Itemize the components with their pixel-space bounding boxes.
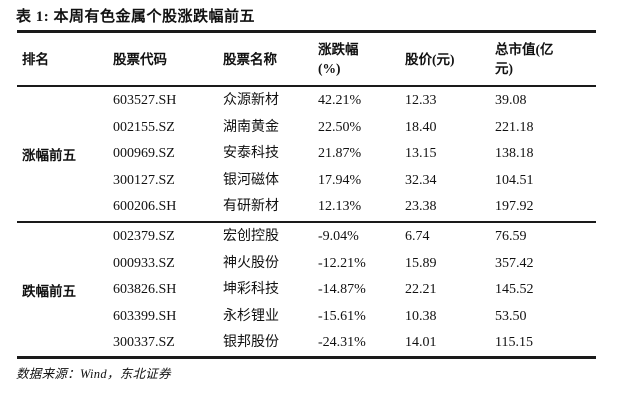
stock-code: 000933.SZ xyxy=(113,255,175,271)
stock-mcap: 145.52 xyxy=(495,282,534,298)
table-header-row: 排名 股票代码 股票名称 涨跌幅 (%) 股价(元) 总市值(亿 元) xyxy=(17,33,596,85)
data-source-note: 数据来源：Wind，东北证券 xyxy=(16,367,171,381)
stock-mcap: 197.92 xyxy=(495,199,534,215)
stock-name: 银邦股份 xyxy=(223,335,279,351)
losers-rank-label: 跌幅前五 xyxy=(22,284,76,300)
stock-code: 300337.SZ xyxy=(113,335,175,351)
stock-change: 22.50% xyxy=(318,119,362,135)
stock-change: -9.04% xyxy=(318,229,359,244)
col-header-name: 股票名称 xyxy=(223,51,277,67)
gainers-section: 涨幅前五 603527.SH 众源新材 42.21% 12.33 39.08 0… xyxy=(17,88,596,221)
stock-mcap: 104.51 xyxy=(495,172,534,188)
stock-change: -14.87% xyxy=(318,282,366,298)
stock-price: 10.38 xyxy=(405,308,437,324)
stock-code: 603399.SH xyxy=(113,308,177,324)
stock-name: 神火股份 xyxy=(223,255,279,271)
col-header-price: 股价(元) xyxy=(405,51,455,67)
header-rule xyxy=(17,85,596,87)
stock-price: 18.40 xyxy=(405,119,437,135)
section-divider-rule xyxy=(17,221,596,223)
stock-name: 坤彩科技 xyxy=(223,282,279,298)
stock-name: 宏创控股 xyxy=(223,229,279,244)
title-rule xyxy=(17,30,596,33)
stock-mcap: 76.59 xyxy=(495,229,527,244)
stock-code: 603527.SH xyxy=(113,93,177,108)
col-header-rank: 排名 xyxy=(22,51,49,67)
col-header-change-line1: 涨跌幅 xyxy=(318,42,359,57)
stock-price: 22.21 xyxy=(405,282,437,298)
stock-price: 15.89 xyxy=(405,255,437,271)
stock-mcap: 357.42 xyxy=(495,255,534,271)
stock-code: 000969.SZ xyxy=(113,146,175,162)
stock-name: 湖南黄金 xyxy=(223,119,279,135)
col-header-mcap: 总市值(亿 元) xyxy=(495,33,596,85)
bottom-rule xyxy=(17,356,596,359)
table-title: 表 1: 本周有色金属个股涨跌幅前五 xyxy=(16,9,255,25)
stock-mcap: 39.08 xyxy=(495,93,527,108)
col-header-code: 股票代码 xyxy=(113,51,167,67)
stock-price: 6.74 xyxy=(405,229,430,244)
stock-code: 300127.SZ xyxy=(113,172,175,188)
stock-change: -24.31% xyxy=(318,335,366,351)
stock-change: -15.61% xyxy=(318,308,366,324)
col-header-change: 涨跌幅 (%) xyxy=(318,33,405,85)
stock-price: 14.01 xyxy=(405,335,437,351)
gainers-rank-label: 涨幅前五 xyxy=(22,148,76,164)
stock-code: 002155.SZ xyxy=(113,119,175,135)
col-header-change-line2: (%) xyxy=(318,61,341,76)
stock-change: 42.21% xyxy=(318,93,362,108)
stock-name: 银河磁体 xyxy=(223,172,279,188)
stock-price: 23.38 xyxy=(405,199,437,215)
stock-mcap: 53.50 xyxy=(495,308,527,324)
stock-change: 21.87% xyxy=(318,146,362,162)
stock-mcap: 221.18 xyxy=(495,119,534,135)
stock-name: 永杉锂业 xyxy=(223,308,279,324)
col-header-mcap-line2: 元) xyxy=(495,61,513,76)
stock-change: -12.21% xyxy=(318,255,366,271)
stock-price: 12.33 xyxy=(405,93,437,108)
stock-code: 603826.SH xyxy=(113,282,177,298)
stock-change: 12.13% xyxy=(318,199,362,215)
stock-code: 600206.SH xyxy=(113,199,177,215)
stock-change: 17.94% xyxy=(318,172,362,188)
stock-name: 有研新材 xyxy=(223,199,279,215)
col-header-mcap-line1: 总市值(亿 xyxy=(495,42,554,57)
stock-price: 32.34 xyxy=(405,172,437,188)
stock-name: 安泰科技 xyxy=(223,146,279,162)
stock-code: 002379.SZ xyxy=(113,229,175,244)
stock-mcap: 115.15 xyxy=(495,335,533,351)
stock-name: 众源新材 xyxy=(223,93,279,108)
losers-section: 跌幅前五 002379.SZ 宏创控股 -9.04% 6.74 76.59 00… xyxy=(17,224,596,357)
stock-price: 13.15 xyxy=(405,146,437,162)
stock-mcap: 138.18 xyxy=(495,146,534,162)
